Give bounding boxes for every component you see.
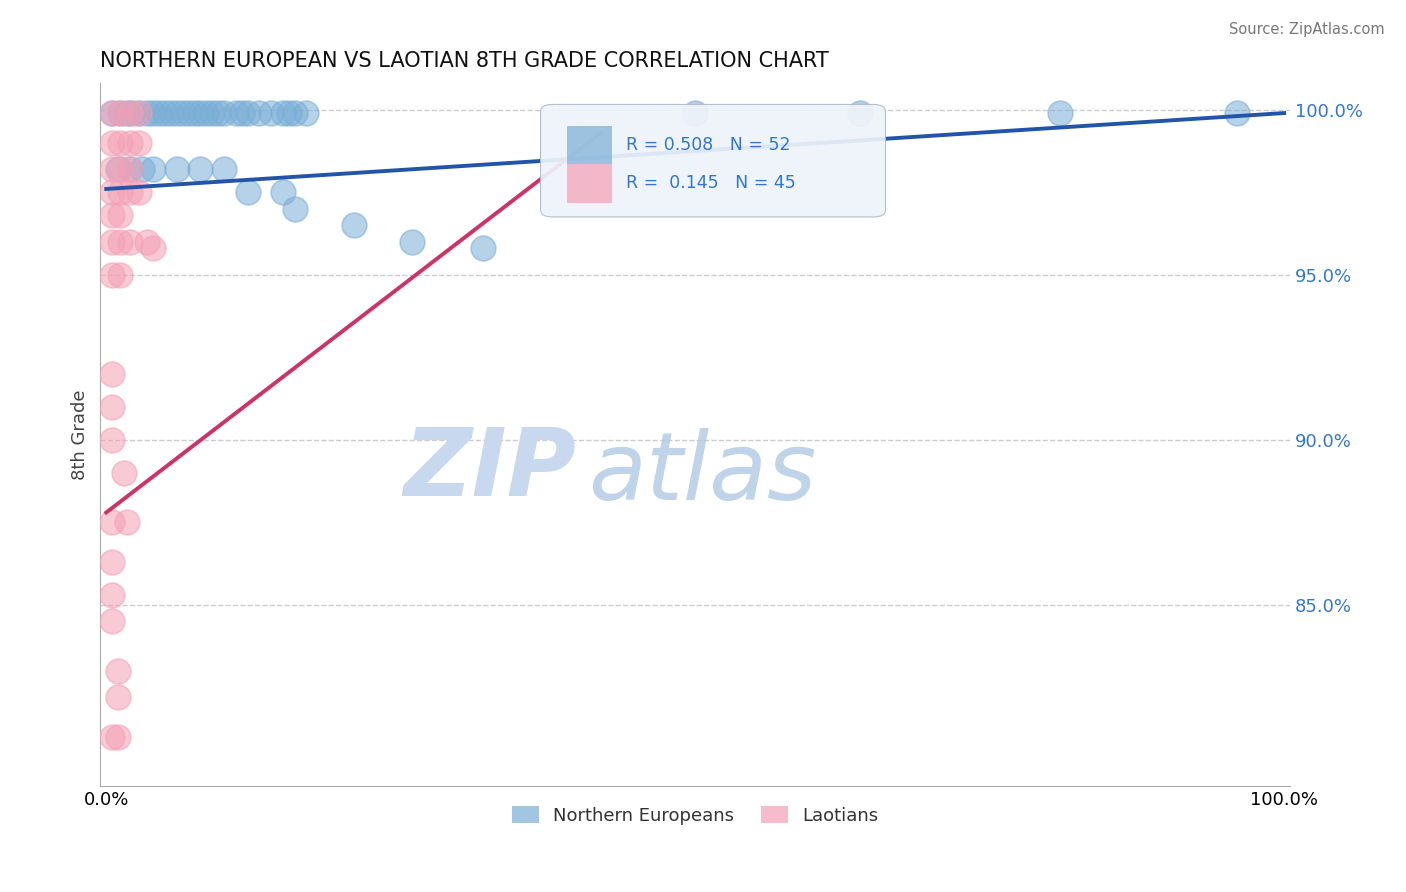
Point — [110, 235, 132, 249]
Point — [172, 106, 194, 120]
Point — [118, 136, 141, 150]
Point — [142, 241, 165, 255]
Text: R = 0.508   N = 52: R = 0.508 N = 52 — [626, 136, 790, 153]
Point — [148, 106, 170, 120]
Point — [128, 136, 150, 150]
Point — [112, 466, 135, 480]
FancyBboxPatch shape — [540, 104, 886, 217]
Point — [136, 235, 159, 249]
Point — [107, 730, 129, 744]
Point — [1226, 106, 1249, 120]
Point — [190, 106, 212, 120]
Point — [284, 202, 307, 216]
Text: atlas: atlas — [588, 428, 817, 519]
Bar — [567, 164, 612, 202]
Point — [271, 106, 294, 120]
Point — [849, 106, 872, 120]
Point — [118, 162, 141, 177]
Point — [117, 516, 139, 530]
Point — [118, 186, 141, 200]
Point — [128, 106, 150, 120]
Point — [1049, 106, 1071, 120]
Point — [101, 615, 124, 629]
Point — [236, 106, 259, 120]
Point — [101, 186, 124, 200]
Point — [110, 186, 132, 200]
Y-axis label: 8th Grade: 8th Grade — [72, 390, 89, 480]
Point — [110, 268, 132, 282]
Point — [201, 106, 224, 120]
Point — [128, 186, 150, 200]
Point — [247, 106, 270, 120]
Point — [142, 162, 165, 177]
Point — [101, 433, 124, 447]
Point — [121, 106, 143, 120]
Point — [101, 400, 124, 414]
Point — [231, 106, 253, 120]
Point — [472, 241, 495, 255]
Point — [118, 235, 141, 249]
Point — [207, 106, 229, 120]
Point — [166, 106, 188, 120]
Point — [107, 664, 129, 678]
Point — [101, 516, 124, 530]
Text: NORTHERN EUROPEAN VS LAOTIAN 8TH GRADE CORRELATION CHART: NORTHERN EUROPEAN VS LAOTIAN 8TH GRADE C… — [100, 51, 830, 70]
Point — [160, 106, 183, 120]
Point — [110, 106, 132, 120]
Point — [101, 106, 124, 120]
Point — [166, 162, 188, 177]
Point — [101, 588, 124, 602]
Point — [277, 106, 299, 120]
Point — [153, 106, 176, 120]
Point — [101, 136, 124, 150]
Point — [118, 162, 141, 177]
Point — [271, 186, 294, 200]
Legend: Northern Europeans, Laotians: Northern Europeans, Laotians — [502, 797, 887, 834]
Point — [260, 106, 283, 120]
Point — [110, 208, 132, 222]
Point — [295, 106, 318, 120]
Point — [101, 555, 124, 569]
Point — [195, 106, 218, 120]
Point — [118, 106, 141, 120]
Point — [128, 106, 150, 120]
Point — [225, 106, 247, 120]
Text: ZIP: ZIP — [404, 424, 576, 516]
Point — [101, 268, 124, 282]
Point — [117, 106, 139, 120]
Point — [101, 367, 124, 381]
Point — [190, 162, 212, 177]
Text: R =  0.145   N = 45: R = 0.145 N = 45 — [626, 174, 796, 192]
Point — [101, 162, 124, 177]
Point — [101, 106, 124, 120]
Point — [136, 106, 159, 120]
Point — [110, 136, 132, 150]
Point — [142, 106, 165, 120]
Point — [236, 186, 259, 200]
Bar — [567, 126, 612, 164]
Point — [101, 208, 124, 222]
Point — [183, 106, 205, 120]
Point — [177, 106, 200, 120]
Point — [284, 106, 307, 120]
Text: Source: ZipAtlas.com: Source: ZipAtlas.com — [1229, 22, 1385, 37]
Point — [131, 162, 153, 177]
Point — [101, 730, 124, 744]
Point — [212, 106, 235, 120]
Point — [101, 235, 124, 249]
Point — [401, 235, 423, 249]
Point — [212, 162, 235, 177]
Point — [110, 106, 132, 120]
Point — [342, 219, 364, 233]
Point — [107, 690, 129, 705]
Point — [110, 162, 132, 177]
Point — [107, 162, 129, 177]
Point — [683, 106, 706, 120]
